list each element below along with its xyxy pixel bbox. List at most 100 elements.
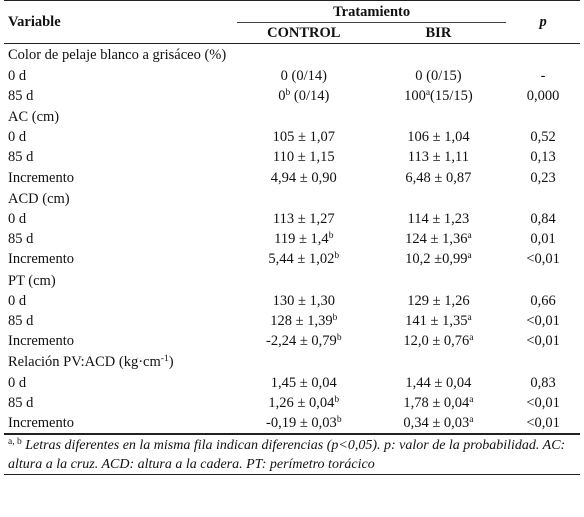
control-cell: -2,24 ± 0,79b [237, 331, 371, 351]
bir-cell-value: 124 ± 1,36 [405, 231, 468, 248]
table-row: Incremento 4,94 ± 0,90 6,48 ± 0,87 0,23 [4, 168, 580, 188]
control-cell: 5,44 ± 1,02b [237, 249, 371, 269]
control-cell-value: 1,45 ± 0,04 [270, 374, 337, 391]
row-label: 85 d [8, 149, 34, 166]
results-table-container: Variable Tratamiento p CONTROL BIR Color… [4, 0, 580, 476]
p-value-cell: 0,66 [530, 292, 556, 309]
table-row: 85 d 1,26 ± 0,04b 1,78 ± 0,04a <0,01 [4, 393, 580, 413]
row-label: Incremento [8, 169, 75, 186]
group-title: ACD (cm) [4, 188, 580, 209]
group-title-text: Relación PV:ACD (kg·cm [8, 354, 161, 371]
row-label: 85 d [8, 313, 34, 330]
group-title: Relación PV:ACD (kg·cm-1) [4, 351, 580, 372]
footnote-text: Letras diferentes en la misma fila indic… [8, 438, 566, 473]
control-cell: 4,94 ± 0,90 [237, 168, 371, 188]
control-cell: 105 ± 1,07 [237, 127, 371, 147]
table-row: 85 d 110 ± 1,15 113 ± 1,11 0,13 [4, 147, 580, 167]
bir-cell: 0,34 ± 0,03a [370, 413, 507, 435]
p-value-cell: 0,01 [530, 231, 556, 248]
footnote: a, b Letras diferentes en la misma fila … [4, 434, 580, 476]
control-cell: 113 ± 1,27 [237, 209, 371, 229]
control-cell-value: 113 ± 1,27 [272, 211, 335, 228]
bir-cell: 100a(15/15) [371, 86, 507, 106]
table-row: 0 d 1,45 ± 0,04 1,44 ± 0,04 0,83 [4, 373, 580, 393]
p-value-cell: <0,01 [526, 333, 560, 350]
bir-cell-value: 0 (0/15) [415, 67, 462, 84]
row-label: 85 d [8, 394, 34, 411]
row-label: Incremento [8, 333, 75, 350]
bir-cell: 1,44 ± 0,04 [371, 373, 507, 393]
p-value-cell: <0,01 [526, 251, 560, 268]
row-label: Incremento [8, 251, 75, 268]
p-value-cell: <0,01 [506, 413, 580, 435]
control-cell-superscript: b [334, 394, 340, 405]
row-label: 0 d [8, 374, 27, 391]
bir-cell-value: 106 ± 1,04 [407, 129, 470, 146]
row-label: 0 d [8, 67, 27, 84]
bir-cell-value: 141 ± 1,35 [405, 313, 468, 330]
bir-cell-superscript: a [425, 87, 431, 98]
group-title: PT (cm) [4, 270, 580, 291]
p-value-cell: 0,13 [530, 149, 556, 166]
control-cell-value: -0,19 ± 0,03 [266, 415, 337, 432]
control-cell-superscript: b [328, 231, 334, 242]
header-row-top: Variable Tratamiento p [4, 0, 580, 45]
header-p: p [506, 0, 580, 45]
control-cell: 0 (0/14) [237, 66, 371, 86]
control-cell-superscript: b [332, 313, 338, 324]
bir-cell-value: 12,0 ± 0,76 [403, 333, 470, 350]
bir-cell: 6,48 ± 0,87 [371, 168, 507, 188]
control-cell: 130 ± 1,30 [237, 291, 371, 311]
group-title-text: Color de pelaje blanco a grisáceo (%) [8, 47, 227, 64]
control-cell-value: 4,94 ± 0,90 [270, 169, 337, 186]
bir-cell-superscript: a [467, 251, 472, 262]
bir-cell: 1,78 ± 0,04a [371, 393, 507, 413]
group-header-row: PT (cm) [4, 270, 580, 291]
bir-cell-value: 114 ± 1,23 [407, 211, 470, 228]
control-cell-value: 105 ± 1,07 [272, 129, 335, 146]
control-cell-value: 110 ± 1,15 [272, 149, 335, 166]
group-title-text: PT (cm) [8, 272, 56, 289]
header-treatment: Tratamiento [236, 0, 507, 24]
row-label: 0 d [8, 292, 27, 309]
bir-cell: 141 ± 1,35a [371, 311, 507, 331]
group-title-suffix: ) [168, 354, 174, 371]
bir-cell: 12,0 ± 0,76a [371, 331, 507, 351]
control-cell: 1,26 ± 0,04b [237, 393, 371, 413]
p-value-cell: <0,01 [526, 394, 560, 411]
bir-cell-superscript: a [469, 394, 474, 405]
control-cell-value: 128 ± 1,39 [270, 313, 333, 330]
header-bir: BIR [370, 22, 507, 45]
control-cell-superscript: b [336, 415, 342, 426]
p-value-cell: 0,83 [530, 374, 556, 391]
row-label: 85 d [8, 231, 34, 248]
control-cell-value: 0 (0/14) [280, 67, 327, 84]
bir-cell-value: 1,44 ± 0,04 [405, 374, 472, 391]
header-variable: Variable [4, 0, 237, 45]
control-cell-superscript: b [334, 251, 340, 262]
p-value-cell: 0,52 [530, 129, 556, 146]
bir-cell: 113 ± 1,11 [371, 147, 507, 167]
bir-cell-value: 113 ± 1,11 [407, 149, 470, 166]
control-cell-value: 119 ± 1,4 [274, 231, 329, 248]
table-row: 85 d 128 ± 1,39b 141 ± 1,35a <0,01 [4, 311, 580, 331]
table-row: 0 d 105 ± 1,07 106 ± 1,04 0,52 [4, 127, 580, 147]
control-cell: 119 ± 1,4b [237, 229, 371, 249]
control-cell-superscript: b [336, 333, 342, 344]
row-label: 0 d [8, 211, 27, 228]
table-row: 85 d 119 ± 1,4b 124 ± 1,36a 0,01 [4, 229, 580, 249]
bir-cell-value: 0,34 ± 0,03 [403, 415, 470, 432]
bir-cell-superscript: a [467, 313, 472, 324]
control-cell: 110 ± 1,15 [237, 147, 371, 167]
table-row: 0 d 0 (0/14) 0 (0/15) - [4, 66, 580, 86]
group-title: Color de pelaje blanco a grisáceo (%) [4, 44, 580, 66]
p-value-cell: 0,000 [526, 87, 560, 104]
control-cell-value: 1,26 ± 0,04 [268, 394, 335, 411]
control-cell: -0,19 ± 0,03b [236, 413, 371, 435]
table-row: 85 d 0b (0/14) 100a(15/15) 0,000 [4, 86, 580, 106]
row-label: 85 d [8, 87, 34, 104]
control-cell: 0b (0/14) [237, 86, 371, 106]
table-row: Incremento 5,44 ± 1,02b 10,2 ±0,99a <0,01 [4, 249, 580, 269]
control-cell-value: 0 [278, 87, 286, 104]
control-cell-value: 5,44 ± 1,02 [268, 251, 335, 268]
